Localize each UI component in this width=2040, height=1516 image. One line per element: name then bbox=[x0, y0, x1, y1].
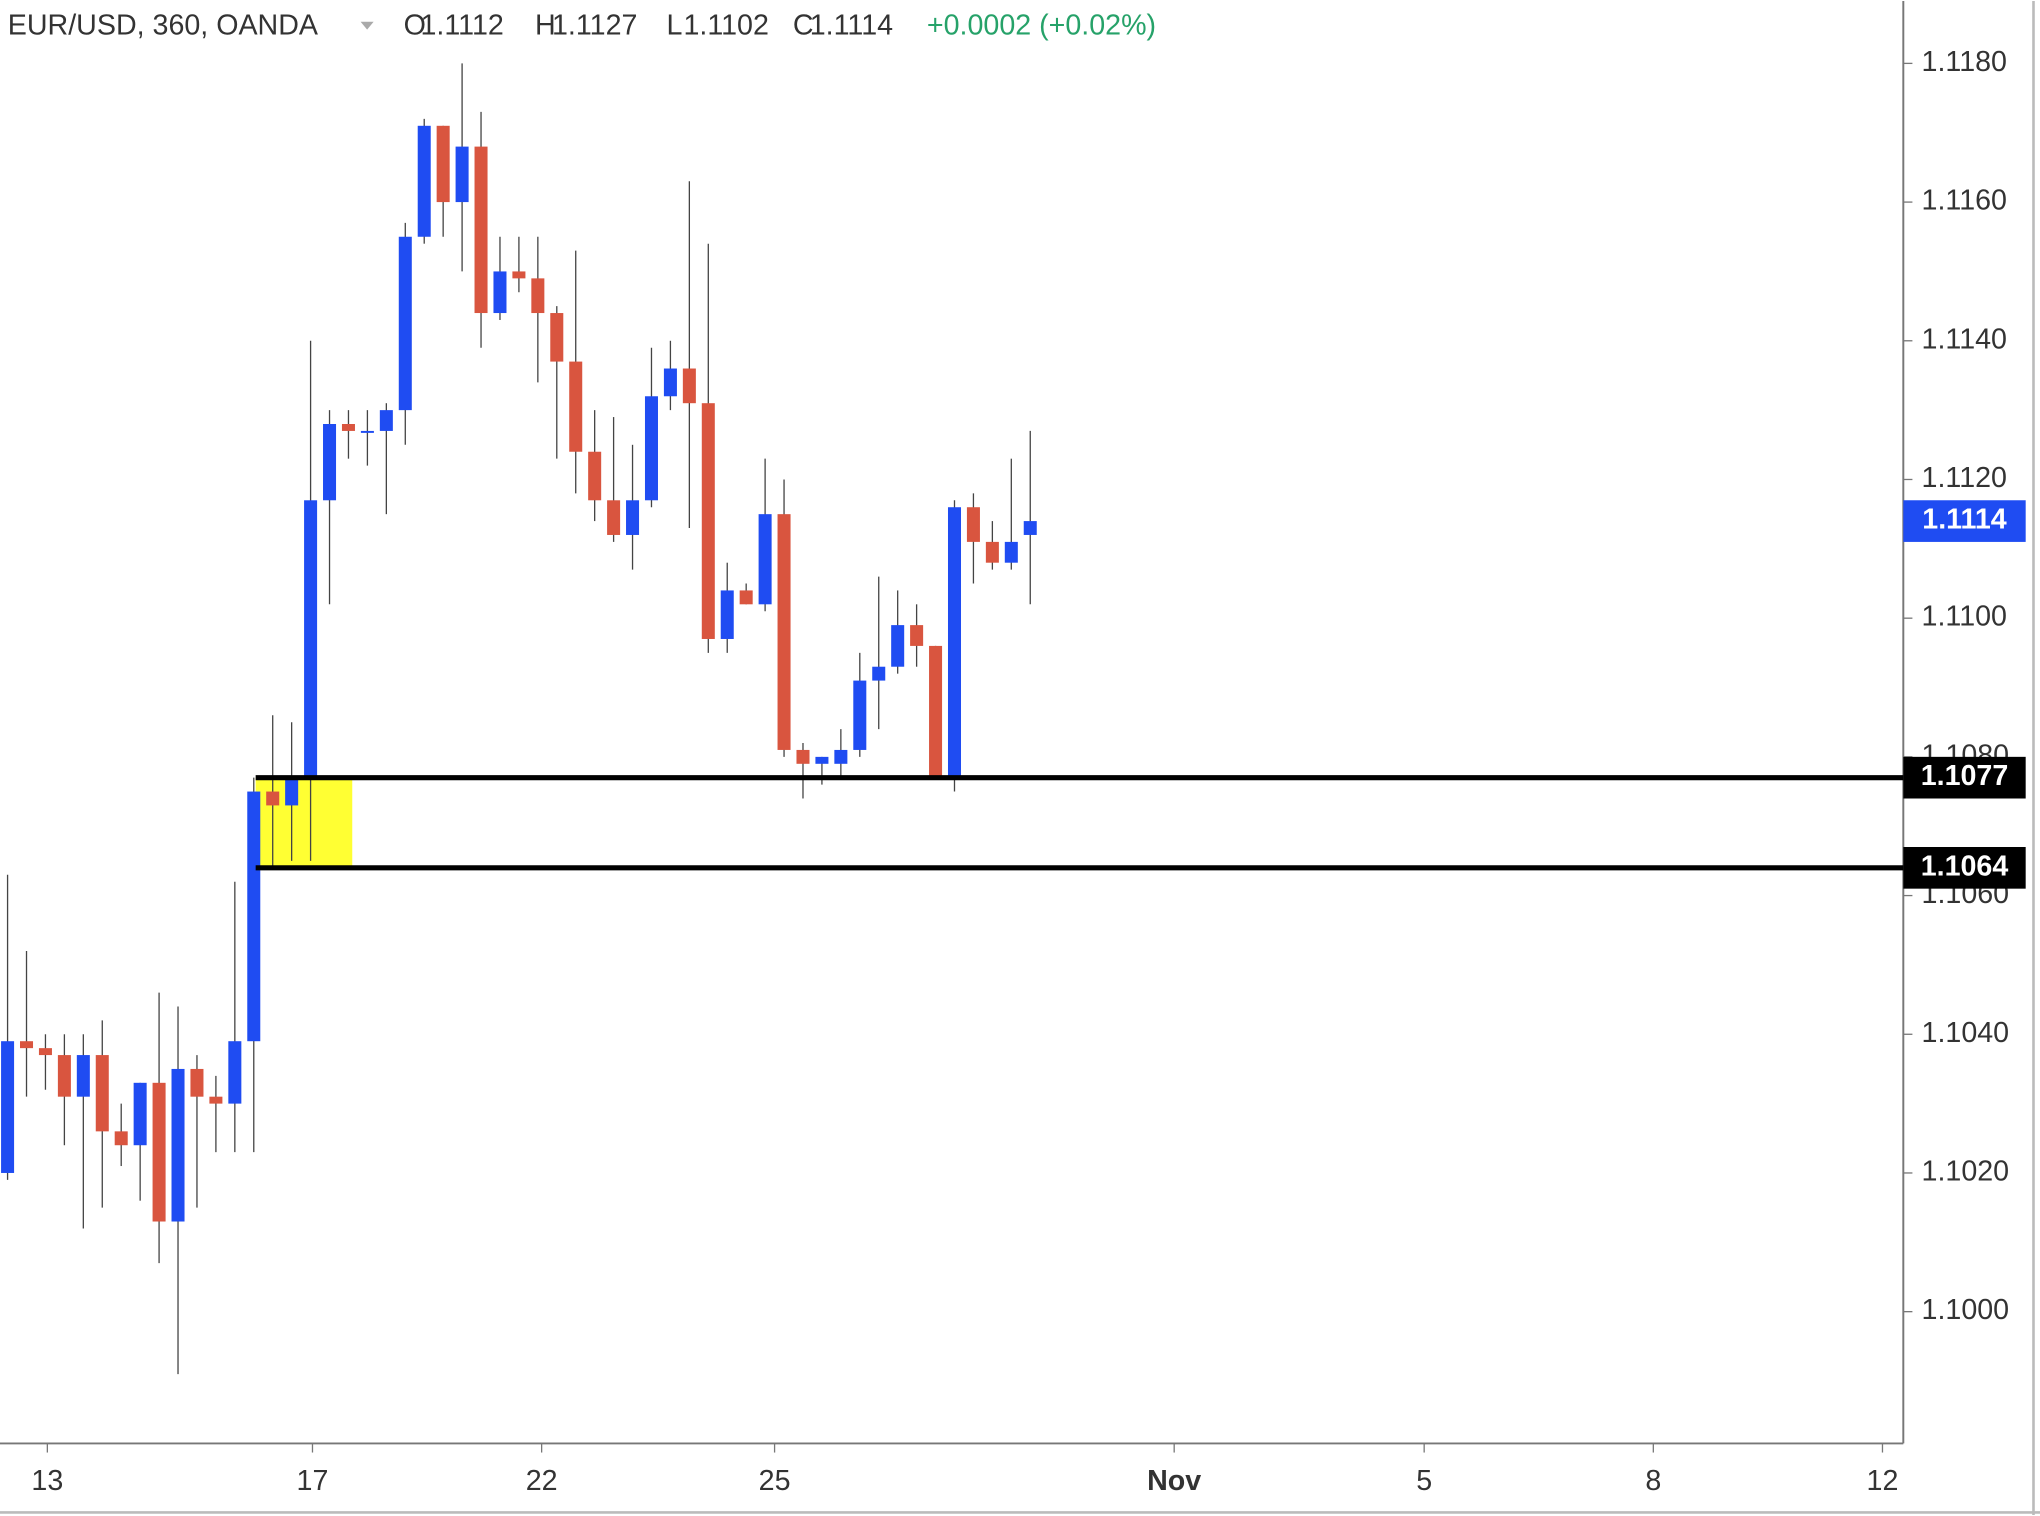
candle-body bbox=[910, 625, 924, 646]
candle-body bbox=[76, 1055, 90, 1097]
header-values: O1.1112 H1.1127 L 1.1102 C1.1114 bbox=[404, 10, 894, 42]
candle-body bbox=[114, 1131, 128, 1146]
x-tick-label: 22 bbox=[526, 1465, 558, 1497]
candle-body bbox=[38, 1048, 52, 1056]
candle-body bbox=[152, 1082, 166, 1222]
level-label: 1.1077 bbox=[1921, 760, 2009, 792]
candle-body bbox=[417, 125, 431, 237]
candle-body bbox=[569, 361, 583, 452]
level-label-box bbox=[1903, 847, 2026, 889]
candle-body bbox=[436, 125, 450, 203]
x-tick-label: 5 bbox=[1416, 1465, 1432, 1497]
candle-body bbox=[247, 791, 261, 1042]
candle-body bbox=[891, 625, 905, 667]
candle-body bbox=[531, 278, 545, 314]
candle-body bbox=[379, 410, 393, 431]
candle-body bbox=[171, 1068, 185, 1222]
ohlc-value: 1.1114 bbox=[810, 10, 893, 42]
x-tick-label: 13 bbox=[31, 1465, 63, 1497]
candle-body bbox=[739, 590, 753, 605]
y-tick-label: 1.1020 bbox=[1922, 1156, 2010, 1188]
candle-body bbox=[701, 403, 715, 639]
highlight-zone bbox=[255, 777, 353, 868]
candle-body bbox=[266, 791, 280, 806]
candle-body bbox=[360, 430, 374, 433]
candle-body bbox=[1023, 521, 1037, 535]
candle-body bbox=[228, 1041, 242, 1104]
last-price-box bbox=[1903, 500, 2026, 542]
candle-body bbox=[285, 777, 299, 806]
candle-body bbox=[209, 1096, 223, 1104]
candle-body bbox=[341, 424, 355, 431]
ohlc-value: 1.1102 bbox=[683, 10, 768, 42]
x-tick-label: 8 bbox=[1645, 1465, 1661, 1497]
ohlc-letter: H bbox=[535, 10, 556, 42]
candle-body bbox=[474, 146, 488, 314]
x-tick-label: 17 bbox=[297, 1465, 329, 1497]
ohlc-letter: O bbox=[404, 10, 426, 42]
x-tick-label: Nov bbox=[1147, 1465, 1201, 1497]
ohlc-letter: L bbox=[667, 10, 683, 42]
candle-body bbox=[1, 1041, 15, 1173]
candle-body bbox=[985, 541, 999, 563]
symbol: EUR/USD, 360, OANDA bbox=[8, 10, 319, 42]
candle-body bbox=[815, 756, 829, 764]
level-label: 1.1064 bbox=[1921, 850, 2009, 882]
candle-body bbox=[95, 1055, 109, 1132]
candle-body bbox=[398, 236, 412, 411]
level-label-box bbox=[1903, 756, 2026, 799]
ohlc-value: 1.1127 bbox=[552, 10, 637, 42]
candle-body bbox=[929, 645, 943, 778]
candle-body bbox=[493, 271, 507, 314]
candle-body bbox=[133, 1082, 147, 1146]
candle-body bbox=[304, 500, 318, 778]
y-tick-label: 1.1100 bbox=[1922, 601, 2007, 633]
candle-body bbox=[1004, 541, 1018, 563]
y-tick-label: 1.1140 bbox=[1922, 323, 2007, 355]
ohlc-letter: C bbox=[793, 10, 814, 42]
candle-body bbox=[947, 507, 962, 778]
plot-area bbox=[1, 63, 1037, 1375]
x-tick-label: 25 bbox=[759, 1465, 791, 1497]
candle-body bbox=[57, 1055, 71, 1097]
y-tick-label: 1.1000 bbox=[1922, 1294, 2010, 1326]
candle-body bbox=[588, 451, 602, 501]
candle-body bbox=[777, 514, 791, 750]
candle-body bbox=[872, 666, 886, 681]
candle-body bbox=[626, 500, 640, 535]
candle-body bbox=[644, 396, 658, 501]
candle-body bbox=[20, 1041, 34, 1049]
dropdown-arrow[interactable] bbox=[360, 21, 374, 30]
y-tick-label: 1.1160 bbox=[1922, 185, 2007, 217]
ohlc-value: 1.1112 bbox=[420, 10, 503, 42]
last-price-label: 1.1114 bbox=[1922, 504, 2006, 536]
candle-body bbox=[323, 424, 337, 501]
change: +0.0002 (+0.02%) bbox=[927, 10, 1156, 42]
candle-body bbox=[796, 749, 810, 764]
candle-body bbox=[834, 749, 848, 764]
y-tick-label: 1.1180 bbox=[1922, 46, 2007, 78]
candle-body bbox=[966, 507, 980, 542]
candle-body bbox=[853, 680, 867, 750]
candle-body bbox=[682, 368, 696, 404]
y-tick-label: 1.1040 bbox=[1922, 1017, 2010, 1049]
candle-body bbox=[190, 1068, 204, 1097]
candle-body bbox=[550, 313, 564, 362]
x-tick-label: 12 bbox=[1867, 1465, 1899, 1497]
candle-body bbox=[663, 368, 677, 397]
candle-body bbox=[512, 271, 526, 279]
candle-body bbox=[758, 514, 772, 605]
candle-body bbox=[720, 590, 734, 639]
y-tick-label: 1.1120 bbox=[1922, 462, 2007, 494]
candle-body bbox=[455, 146, 469, 203]
candle-body bbox=[607, 500, 621, 535]
